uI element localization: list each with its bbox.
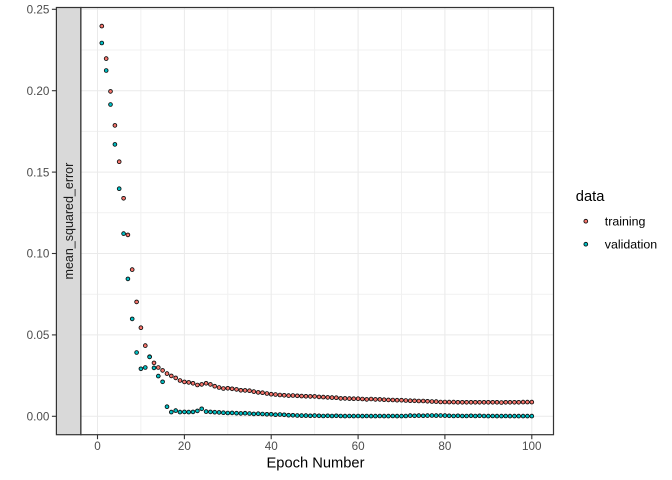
- svg-text:0.15: 0.15: [27, 166, 50, 179]
- svg-text:validation: validation: [605, 237, 657, 251]
- svg-text:0.10: 0.10: [27, 248, 50, 261]
- svg-text:60: 60: [352, 440, 366, 453]
- svg-text:0.00: 0.00: [27, 411, 50, 424]
- svg-text:20: 20: [178, 440, 192, 453]
- svg-text:80: 80: [438, 440, 452, 453]
- svg-text:40: 40: [265, 440, 279, 453]
- svg-text:training: training: [605, 214, 646, 228]
- svg-text:0.20: 0.20: [27, 85, 50, 98]
- svg-text:0: 0: [94, 440, 101, 453]
- svg-text:0.05: 0.05: [27, 329, 50, 342]
- svg-text:data: data: [576, 189, 605, 205]
- svg-text:Epoch Number: Epoch Number: [267, 455, 365, 471]
- svg-text:0.25: 0.25: [27, 4, 50, 17]
- svg-text:mean_squared_error: mean_squared_error: [62, 163, 76, 280]
- svg-text:100: 100: [522, 440, 542, 453]
